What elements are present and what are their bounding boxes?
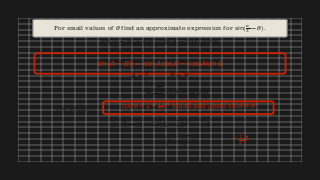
Text: $-\; \frac{1}{2}\,\theta$: $-\; \frac{1}{2}\,\theta$ <box>230 134 249 148</box>
Text: $A = \frac{\pi}{3} \qquad\quad B = \theta$: $A = \frac{\pi}{3} \qquad\quad B = \thet… <box>130 71 190 84</box>
FancyBboxPatch shape <box>33 19 287 37</box>
Text: $\sin(A-B) \;=\; \sin A\cos B - \cos A\sin B$: $\sin(A-B) \;=\; \sin A\cos B - \cos A\s… <box>96 59 224 69</box>
Text: For small values of $\theta$ find an approximate expression for $\sin\!\left(\fr: For small values of $\theta$ find an app… <box>53 23 267 34</box>
Text: $= \frac{\sqrt{3}}{2}\cos\theta - \frac{1}{2}\sin\theta$: $= \frac{\sqrt{3}}{2}\cos\theta - \frac{… <box>144 85 210 100</box>
Text: $\sin\!\left(\frac{\pi}{3}-\theta\right) = \sin\frac{\pi}{3}\cos\theta - \cos\fr: $\sin\!\left(\frac{\pi}{3}-\theta\right)… <box>100 37 220 50</box>
Text: For small $\theta$:: For small $\theta$: <box>55 103 96 113</box>
Text: $= \frac{\sqrt{3}}{2} - \frac{\sqrt{3}}{4}\,\theta^2$: $= \frac{\sqrt{3}}{2} - \frac{\sqrt{3}}{… <box>154 134 200 149</box>
Text: $\cos\theta \approx 1-\frac{1}{2}\theta^2$ \quad and \quad $\sin\theta \approx \: $\cos\theta \approx 1-\frac{1}{2}\theta^… <box>121 101 256 115</box>
Text: $\sin\!\left(\frac{\pi}{3}-\theta\right) = \frac{\sqrt{3}}{2}\!\left(1-\frac{1}{: $\sin\!\left(\frac{\pi}{3}-\theta\right)… <box>109 117 211 132</box>
